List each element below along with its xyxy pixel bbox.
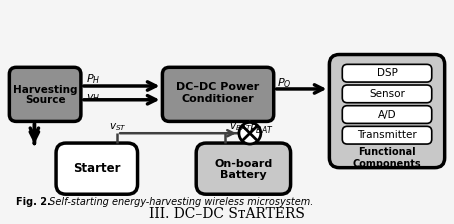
- Text: $P_H$: $P_H$: [86, 72, 100, 86]
- Text: Self-starting energy-harvesting wireless microsystem.: Self-starting energy-harvesting wireless…: [46, 197, 314, 207]
- Text: III. DC–DC SᴛARTERS: III. DC–DC SᴛARTERS: [149, 207, 305, 221]
- Text: On-board: On-board: [214, 159, 272, 169]
- Text: Source: Source: [25, 95, 65, 105]
- FancyBboxPatch shape: [329, 54, 444, 168]
- Text: $v_{ST}$: $v_{ST}$: [109, 121, 127, 133]
- Text: $v_H$: $v_H$: [86, 92, 100, 103]
- FancyBboxPatch shape: [163, 67, 274, 121]
- FancyBboxPatch shape: [10, 67, 81, 121]
- Text: Starter: Starter: [73, 162, 121, 175]
- FancyBboxPatch shape: [56, 143, 138, 194]
- Text: Fig. 2.: Fig. 2.: [16, 197, 51, 207]
- FancyBboxPatch shape: [196, 143, 291, 194]
- FancyBboxPatch shape: [342, 126, 432, 144]
- Text: $v_{BAT}$: $v_{BAT}$: [229, 121, 252, 133]
- Text: DSP: DSP: [376, 68, 397, 78]
- Text: Transmitter: Transmitter: [357, 130, 417, 140]
- FancyBboxPatch shape: [342, 64, 432, 82]
- Text: Harvesting: Harvesting: [13, 85, 77, 95]
- Text: DC–DC Power: DC–DC Power: [177, 82, 260, 93]
- Text: Conditioner: Conditioner: [182, 94, 254, 104]
- Text: A/D: A/D: [378, 110, 396, 120]
- Circle shape: [239, 122, 261, 144]
- Text: Sensor: Sensor: [369, 89, 405, 99]
- FancyBboxPatch shape: [342, 106, 432, 123]
- Text: Battery: Battery: [220, 170, 266, 180]
- Text: $P_O$: $P_O$: [276, 76, 291, 90]
- Text: $P_{BAT}$: $P_{BAT}$: [249, 122, 273, 136]
- Text: Functional
Components: Functional Components: [353, 147, 421, 169]
- FancyBboxPatch shape: [342, 85, 432, 103]
